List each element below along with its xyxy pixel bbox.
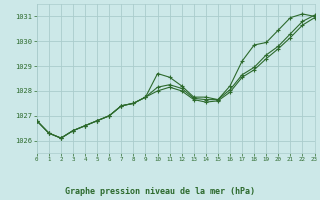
Text: Graphe pression niveau de la mer (hPa): Graphe pression niveau de la mer (hPa) xyxy=(65,187,255,196)
